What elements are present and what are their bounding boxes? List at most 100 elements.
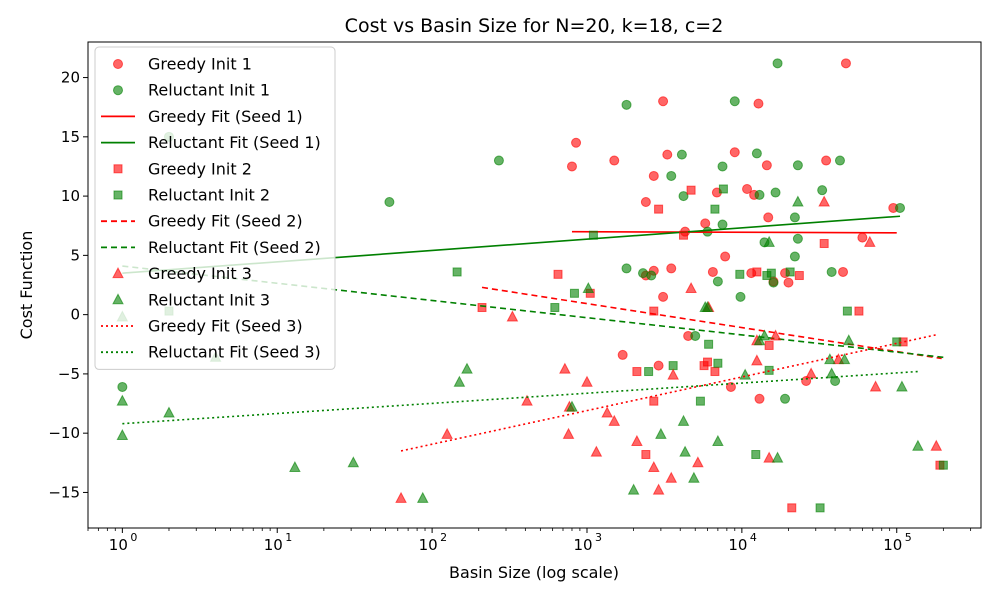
- data-point: [621, 263, 632, 274]
- legend-item: Greedy Fit (Seed 1): [101, 107, 303, 126]
- data-point: [649, 306, 659, 316]
- data-point: [644, 367, 654, 377]
- data-point: [930, 439, 943, 451]
- legend-label: Reluctant Init 1: [148, 81, 270, 100]
- series-11: [122, 370, 918, 425]
- data-point: [608, 414, 621, 426]
- data-point: [416, 491, 429, 503]
- data-point: [685, 281, 697, 294]
- data-point: [842, 306, 852, 316]
- data-point: [553, 269, 563, 279]
- series-8: [395, 195, 943, 503]
- legend-label: Greedy Init 1: [148, 55, 252, 74]
- data-point: [640, 197, 651, 208]
- data-point: [701, 300, 714, 313]
- data-point: [752, 267, 762, 277]
- data-point: [789, 251, 800, 262]
- y-tick-label: 5: [70, 246, 80, 264]
- data-point: [869, 380, 882, 392]
- data-point: [582, 281, 595, 294]
- data-point: [384, 197, 395, 208]
- data-point: [609, 155, 620, 166]
- x-tick-exponent: 3: [595, 531, 602, 544]
- data-point: [729, 147, 740, 158]
- x-tick-label: 10: [573, 536, 592, 554]
- data-point: [116, 428, 129, 441]
- legend-label: Greedy Init 3: [148, 264, 252, 283]
- data-point: [838, 266, 849, 277]
- data-point: [569, 288, 579, 298]
- series-2: [571, 230, 897, 234]
- fit-line: [571, 230, 897, 234]
- legend-marker: [113, 85, 123, 96]
- data-point: [766, 268, 776, 278]
- series-9: [116, 195, 924, 503]
- data-point: [647, 460, 660, 473]
- y-tick-label: −5: [58, 365, 80, 383]
- plot-frame: [87, 41, 982, 529]
- data-point: [826, 266, 837, 277]
- data-point: [679, 445, 691, 457]
- data-point: [815, 503, 825, 513]
- data-point: [854, 306, 864, 316]
- data-point: [347, 456, 360, 468]
- x-tick-exponent: 4: [750, 531, 757, 544]
- data-point: [792, 195, 804, 207]
- data-point: [735, 269, 745, 279]
- data-point: [163, 406, 175, 418]
- data-point: [667, 368, 679, 380]
- data-point: [787, 503, 797, 513]
- x-tick-exponent: 2: [440, 531, 447, 544]
- series-6: [481, 286, 942, 360]
- data-point: [677, 414, 690, 426]
- data-point: [751, 354, 763, 366]
- x-tick-label: 10: [419, 536, 438, 554]
- data-point: [692, 456, 704, 468]
- data-point: [571, 137, 582, 148]
- data-point: [838, 353, 851, 365]
- data-point: [638, 268, 649, 279]
- data-point: [658, 96, 669, 107]
- data-point: [772, 58, 783, 69]
- data-point: [780, 393, 791, 404]
- legend-item: Greedy Init 3: [112, 264, 252, 283]
- data-point: [896, 380, 908, 392]
- series-10: [400, 334, 937, 452]
- data-point: [817, 185, 828, 196]
- data-point: [627, 483, 640, 495]
- plot-area: [116, 58, 948, 513]
- y-tick-label: 20: [61, 69, 80, 87]
- y-tick-label: −10: [48, 424, 80, 442]
- data-point: [742, 183, 753, 194]
- legend-item: Reluctant Init 3: [112, 290, 270, 309]
- data-point: [590, 445, 603, 457]
- data-point: [665, 471, 678, 483]
- data-point: [753, 98, 764, 109]
- data-point: [678, 191, 689, 202]
- legend-label: Reluctant Fit (Seed 1): [148, 133, 321, 152]
- data-point: [821, 155, 832, 166]
- data-point: [763, 212, 774, 223]
- data-point: [550, 303, 560, 313]
- legend-item: Greedy Fit (Seed 2): [101, 212, 303, 231]
- data-point: [686, 185, 696, 195]
- legend-label: Greedy Fit (Seed 2): [148, 212, 303, 231]
- legend-marker: [112, 293, 124, 305]
- data-point: [658, 291, 669, 302]
- fit-line: [481, 286, 942, 360]
- data-point: [735, 291, 746, 302]
- data-point: [652, 483, 665, 495]
- data-point: [562, 427, 575, 439]
- data-point: [751, 148, 762, 159]
- legend-item: Reluctant Fit (Seed 2): [101, 238, 321, 257]
- data-point: [857, 232, 868, 243]
- data-point: [863, 235, 876, 247]
- data-point: [754, 189, 765, 200]
- legend-item: Reluctant Fit (Seed 3): [101, 343, 321, 362]
- data-point: [559, 362, 571, 374]
- data-point: [704, 339, 714, 349]
- data-point: [834, 155, 845, 166]
- data-point: [566, 161, 577, 172]
- data-point: [676, 149, 687, 160]
